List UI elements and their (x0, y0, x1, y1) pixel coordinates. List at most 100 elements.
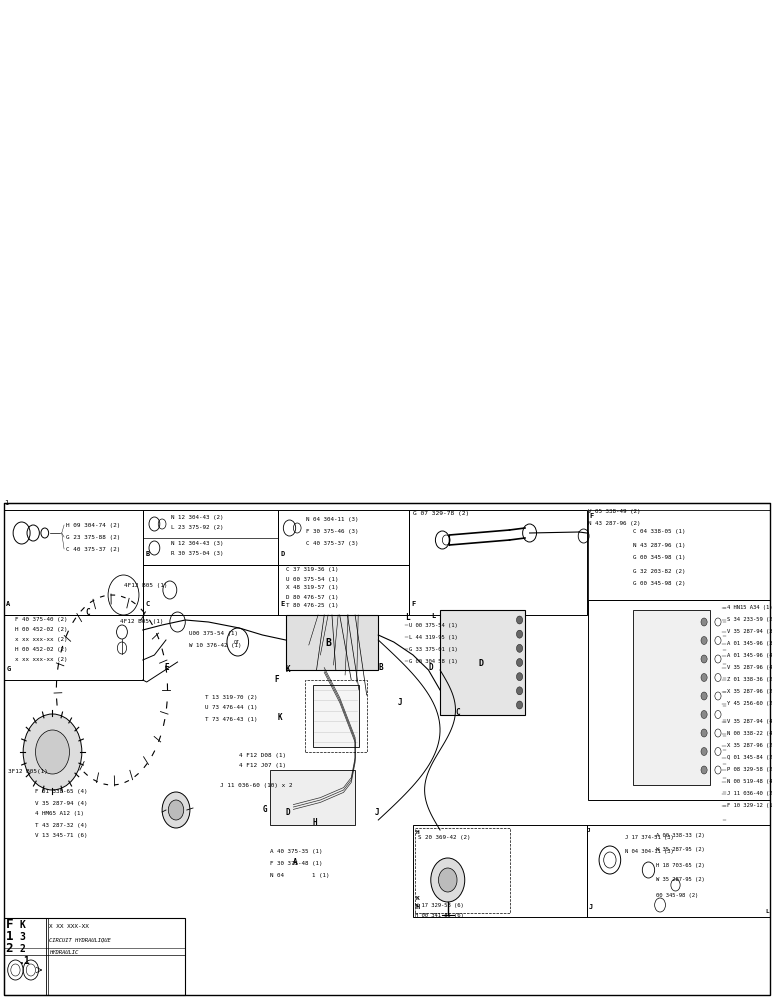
Text: G 00 345-98 (1): G 00 345-98 (1) (633, 556, 686, 560)
Text: D 80 476-57 (1): D 80 476-57 (1) (286, 594, 338, 599)
Bar (4, 503, 770, 995)
Bar (313, 685, 359, 747)
Text: V 13 345-71 (6): V 13 345-71 (6) (35, 834, 87, 838)
Text: A 01 345-96 (3): A 01 345-96 (3) (727, 642, 772, 647)
Text: x xx xxx-xx (2): x xx xxx-xx (2) (15, 658, 68, 662)
Text: L: L (431, 613, 435, 619)
Text: 2: 2 (5, 942, 13, 956)
Text: G 00 345-98 (2): G 00 345-98 (2) (633, 581, 686, 586)
Text: U 00 375-54 (1): U 00 375-54 (1) (409, 622, 458, 628)
Text: K: K (286, 665, 290, 674)
Text: A 40 375-35 (1): A 40 375-35 (1) (270, 850, 323, 854)
Text: X 48 319-57 (1): X 48 319-57 (1) (286, 585, 338, 590)
Text: 2: 2 (19, 944, 25, 954)
Text: U00 375-54 (1): U00 375-54 (1) (189, 632, 238, 637)
Bar (278, 565, 409, 615)
Text: X XX XXX-XX: X XX XXX-XX (49, 924, 89, 930)
Text: C 37 319-36 (1): C 37 319-36 (1) (286, 568, 338, 572)
Text: Y 45 256-60 (2): Y 45 256-60 (2) (727, 702, 772, 706)
Text: L 44 319-95 (1): L 44 319-95 (1) (409, 635, 458, 640)
Text: x xx xxx-xx (2): x xx xxx-xx (2) (15, 638, 68, 643)
Text: S 34 233-59 (2): S 34 233-59 (2) (727, 617, 772, 622)
Text: G 07 329-78 (2): G 07 329-78 (2) (413, 510, 469, 516)
Text: .1: .1 (19, 956, 31, 966)
Text: H 00 452-02 (2): H 00 452-02 (2) (15, 628, 68, 633)
Circle shape (516, 616, 523, 624)
Text: B: B (325, 638, 331, 648)
Text: N 04 304-11 (3): N 04 304-11 (3) (306, 518, 359, 522)
Bar (4, 510, 143, 615)
Circle shape (36, 730, 69, 774)
Circle shape (516, 701, 523, 709)
Text: N 12 304-43 (3): N 12 304-43 (3) (171, 540, 224, 546)
Circle shape (162, 792, 190, 828)
Text: H: H (415, 904, 420, 910)
Text: C 04 338-05 (1): C 04 338-05 (1) (633, 530, 686, 534)
Text: 4 HM65 A12 (1): 4 HM65 A12 (1) (35, 812, 83, 816)
Text: B: B (145, 551, 150, 557)
Text: X 35 287-96 (2): X 35 287-96 (2) (727, 744, 772, 748)
Text: G 32 203-82 (2): G 32 203-82 (2) (633, 568, 686, 573)
Text: D: D (479, 658, 483, 668)
Text: V 35 287-96 (4): V 35 287-96 (4) (727, 666, 772, 670)
Bar (633, 610, 710, 785)
Text: C 40 375-37 (3): C 40 375-37 (3) (306, 542, 359, 546)
Text: W 35 287-95 (2): W 35 287-95 (2) (656, 878, 705, 882)
Text: G: G (6, 666, 11, 672)
Text: 1: 1 (5, 930, 13, 944)
Text: G 00 304 58 (1): G 00 304 58 (1) (409, 659, 458, 664)
Text: L: L (765, 909, 769, 914)
Text: CIRCUIT HYDRAULIQUE: CIRCUIT HYDRAULIQUE (49, 938, 110, 942)
Text: 00 345-98 (2): 00 345-98 (2) (656, 892, 699, 898)
Circle shape (516, 658, 523, 666)
Text: 1: 1 (5, 500, 9, 506)
Circle shape (701, 674, 707, 682)
Text: T 73 476-43 (1): T 73 476-43 (1) (205, 716, 257, 722)
Text: D: D (428, 663, 433, 672)
Text: W 17 329-58 (6): W 17 329-58 (6) (415, 902, 464, 908)
Bar (588, 600, 770, 800)
Text: K: K (19, 920, 25, 930)
Text: H 09 304-74 (2): H 09 304-74 (2) (66, 522, 120, 528)
Text: Z 01 338-36 (2): Z 01 338-36 (2) (727, 678, 772, 682)
Text: B: B (378, 663, 383, 672)
Text: L 23 375-92 (2): L 23 375-92 (2) (171, 526, 224, 530)
Text: F 01 338-65 (4): F 01 338-65 (4) (35, 790, 87, 794)
Text: E: E (280, 601, 285, 607)
Text: X 35 287-96 (2): X 35 287-96 (2) (727, 690, 772, 694)
Circle shape (701, 692, 707, 700)
Bar (415, 828, 510, 913)
Bar (278, 510, 409, 565)
Bar (4, 918, 185, 995)
Text: E: E (164, 663, 169, 672)
Bar (440, 610, 525, 715)
Text: J: J (587, 828, 591, 833)
Text: V 35 287-94 (3): V 35 287-94 (3) (727, 630, 772, 635)
Text: N 00 519-48 (40): N 00 519-48 (40) (727, 780, 772, 784)
Circle shape (701, 729, 707, 737)
Text: L: L (405, 613, 410, 622)
Text: V 35 287-94 (4): V 35 287-94 (4) (727, 720, 772, 724)
Text: S 20 369-42 (2): S 20 369-42 (2) (418, 834, 471, 840)
Text: J: J (374, 808, 379, 817)
Text: N 04        1 (1): N 04 1 (1) (270, 874, 330, 879)
Text: F: F (5, 918, 13, 932)
Circle shape (701, 655, 707, 663)
Text: 3: 3 (19, 932, 25, 942)
Text: F: F (589, 513, 594, 519)
Bar (305, 680, 367, 752)
Text: H 00 452-02 (2): H 00 452-02 (2) (15, 648, 68, 652)
Text: C: C (145, 601, 150, 607)
Circle shape (701, 710, 707, 718)
Circle shape (431, 858, 465, 902)
Text: A: A (293, 858, 298, 867)
Text: J 11 036-40 (25) x 2: J 11 036-40 (25) x 2 (727, 792, 772, 796)
Text: F 30 375-46 (3): F 30 375-46 (3) (306, 530, 359, 534)
Text: H: H (416, 830, 420, 835)
Text: H 18 703-65 (2): H 18 703-65 (2) (656, 862, 705, 867)
Circle shape (516, 687, 523, 695)
Text: C: C (85, 608, 90, 617)
Text: 4 HN15 A34 (1): 4 HN15 A34 (1) (727, 605, 772, 610)
Text: J: J (589, 904, 594, 910)
Text: J 17 374-51 (3): J 17 374-51 (3) (625, 834, 674, 840)
